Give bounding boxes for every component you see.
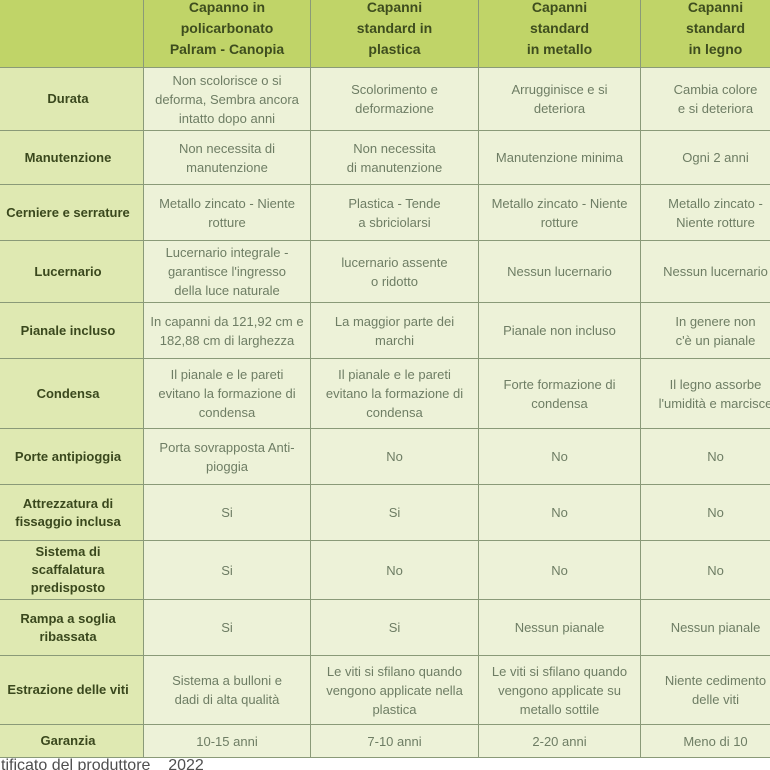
row-label: Pianale incluso: [0, 302, 144, 359]
cell: Nessun lucernario: [478, 240, 641, 303]
row-label: Manutenzione: [0, 130, 144, 185]
cell: Si: [143, 484, 311, 541]
cell: No: [310, 428, 479, 485]
table-row: Manutenzione Non necessita di manutenzion…: [0, 130, 770, 185]
cell: Si: [310, 599, 479, 656]
cell: No: [478, 484, 641, 541]
cell: No: [478, 428, 641, 485]
cell: In genere non c'è un pianale: [640, 302, 770, 359]
table-row: Condensa Il pianale e le pareti evitano l…: [0, 358, 770, 429]
row-label: Sistema di scaffalatura predisposto: [0, 540, 144, 600]
cell: Si: [143, 599, 311, 656]
cell: Le viti si sfilano quando vengono applic…: [310, 655, 479, 725]
footer-note: tificato del produttore 2022: [1, 757, 204, 770]
column-header: Capanni standard in metallo: [478, 0, 641, 68]
row-label: Lucernario: [0, 240, 144, 303]
cell: La maggior parte dei marchi: [310, 302, 479, 359]
cell: Cambia colore e si deteriora: [640, 67, 770, 131]
cell: Non necessita di manutenzione: [143, 130, 311, 185]
row-label: Rampa a soglia ribassata: [0, 599, 144, 656]
cell: Il pianale e le pareti evitano la formaz…: [143, 358, 311, 429]
cell: No: [310, 540, 479, 600]
table-row: Pianale incluso In capanni da 121,92 cm e…: [0, 302, 770, 359]
cell: Metallo zincato - Niente rotture: [143, 184, 311, 241]
cell: Ogni 2 anni: [640, 130, 770, 185]
cell: Plastica - Tende a sbriciolarsi: [310, 184, 479, 241]
cell: In capanni da 121,92 cm e 182,88 cm di l…: [143, 302, 311, 359]
cell: Non necessita di manutenzione: [310, 130, 479, 185]
table-row: Garanzia 10-15 anni 7-10 anni 2-20 anni Meno…: [0, 724, 770, 758]
cell: lucernario assente o ridotto: [310, 240, 479, 303]
table-row: Porte antipioggia Porta sovrapposta Anti-…: [0, 428, 770, 485]
cell: Pianale non incluso: [478, 302, 641, 359]
cell: No: [640, 428, 770, 485]
column-header: Capanni standard in legno: [640, 0, 770, 68]
row-label: Durata: [0, 67, 144, 131]
cell: Porta sovrapposta Anti- pioggia: [143, 428, 311, 485]
cell: Nessun lucernario: [640, 240, 770, 303]
cell: Nessun pianale: [640, 599, 770, 656]
table-row: Attrezzatura di fissaggio inclusa Si Si No N…: [0, 484, 770, 541]
cell: Le viti si sfilano quando vengono applic…: [478, 655, 641, 725]
row-label: Garanzia: [0, 724, 144, 758]
cell: No: [640, 540, 770, 600]
row-label: Cerniere e serrature: [0, 184, 144, 241]
table-row: Lucernario Lucernario integrale - garanti…: [0, 240, 770, 303]
cell: 10-15 anni: [143, 724, 311, 758]
cell: Lucernario integrale - garantisce l'ingr…: [143, 240, 311, 303]
row-label: Attrezzatura di fissaggio inclusa: [0, 484, 144, 541]
row-label: Condensa: [0, 358, 144, 429]
cell: Forte formazione di condensa: [478, 358, 641, 429]
cell: Manutenzione minima: [478, 130, 641, 185]
column-header: Capanni standard in plastica: [310, 0, 479, 68]
cell: Metallo zincato - Niente rotture: [478, 184, 641, 241]
cell: Niente cedimento delle viti: [640, 655, 770, 725]
table-row: Estrazione delle viti Sistema a bulloni e…: [0, 655, 770, 725]
cell: Meno di 10: [640, 724, 770, 758]
cell: Arrugginisce e si deteriora: [478, 67, 641, 131]
cell: Sistema a bulloni e dadi di alta qualità: [143, 655, 311, 725]
cell: 2-20 anni: [478, 724, 641, 758]
column-header: Capanno in policarbonato Palram - Canopi…: [143, 0, 311, 68]
row-label: Porte antipioggia: [0, 428, 144, 485]
cell: Metallo zincato - Niente rotture: [640, 184, 770, 241]
cell: No: [640, 484, 770, 541]
cell: Si: [310, 484, 479, 541]
cell: Scolorimento e deformazione: [310, 67, 479, 131]
table-row: Rampa a soglia ribassata Si Si Nessun piana…: [0, 599, 770, 656]
cell: Si: [143, 540, 311, 600]
cell: Il legno assorbe l'umidità e marcisce: [640, 358, 770, 429]
cell: Nessun pianale: [478, 599, 641, 656]
table-row: Cerniere e serrature Metallo zincato - Ni…: [0, 184, 770, 241]
table-row: Durata Non scolorisce o si deforma, Sembr…: [0, 67, 770, 131]
row-label: Estrazione delle viti: [0, 655, 144, 725]
cell: Non scolorisce o si deforma, Sembra anco…: [143, 67, 311, 131]
cell: No: [478, 540, 641, 600]
corner-cell: [0, 0, 144, 68]
cell: Il pianale e le pareti evitano la formaz…: [310, 358, 479, 429]
cell: 7-10 anni: [310, 724, 479, 758]
table-row: Sistema di scaffalatura predisposto Si No N…: [0, 540, 770, 600]
